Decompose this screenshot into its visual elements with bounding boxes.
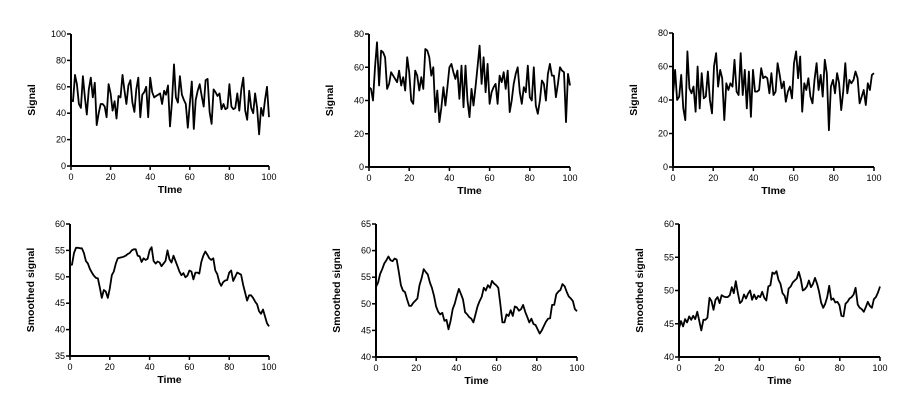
x-tick-label: 0	[670, 173, 675, 183]
x-tick-label: 100	[261, 172, 276, 182]
x-tick-label: 20	[105, 362, 115, 372]
x-tick-label: 20	[411, 363, 421, 373]
x-tick-label: 80	[224, 362, 234, 372]
y-tick-label: 80	[56, 55, 66, 65]
y-tick-label: 45	[55, 298, 65, 308]
x-axis-label: TIme	[158, 184, 183, 196]
series-line	[70, 63, 270, 136]
y-axis-label: Smoothed signal	[25, 248, 37, 333]
series-line	[70, 246, 270, 327]
x-tick-label: 0	[373, 363, 378, 373]
y-tick-label: 60	[361, 246, 371, 256]
chart-panel-3: 0 20 40 60 80 0 20 40 60 80 100 TIme Signal	[628, 28, 882, 197]
y-axis-label: Smoothed signal	[634, 248, 646, 333]
x-tick-label: 40	[145, 362, 155, 372]
y-axis-label: Signal	[26, 84, 38, 116]
y-tick-label: 50	[55, 272, 65, 282]
y-tick-label: 60	[56, 82, 66, 92]
y-tick-label: 40	[56, 108, 66, 118]
y-tick-label: 20	[56, 135, 66, 145]
y-tick-label: 55	[55, 245, 65, 255]
x-tick-label: 60	[492, 363, 502, 373]
y-tick-label: 55	[664, 252, 674, 262]
chart-panel-1: 0 20 40 60 80 100 0 20 40 60 80 100 TIme Signal	[26, 29, 277, 196]
series-line	[672, 50, 875, 132]
x-tick-label: 0	[366, 173, 371, 183]
x-axis-label: Time	[464, 375, 488, 387]
y-tick-label: 65	[361, 219, 371, 229]
x-tick-label: 100	[569, 363, 584, 373]
x-tick-label: 40	[444, 173, 454, 183]
y-tick-label: 60	[664, 219, 674, 229]
y-tick-label: 60	[354, 62, 364, 72]
x-axis-label: TIme	[457, 185, 482, 197]
x-tick-label: 0	[676, 363, 681, 373]
x-tick-label: 60	[184, 362, 194, 372]
y-tick-label: 20	[354, 129, 364, 139]
x-tick-label: 0	[67, 362, 72, 372]
y-tick-label: 55	[361, 272, 371, 282]
y-tick-label: 45	[361, 325, 371, 335]
y-tick-label: 40	[354, 96, 364, 106]
y-axis-label: Smoothed signal	[331, 248, 343, 333]
y-tick-label: 0	[663, 162, 668, 172]
y-tick-label: 40	[361, 352, 371, 362]
x-axis-label: Time	[157, 374, 181, 386]
x-tick-label: 40	[748, 173, 758, 183]
x-tick-label: 60	[789, 173, 799, 183]
x-tick-label: 100	[866, 173, 881, 183]
y-tick-label: 80	[354, 29, 364, 39]
y-tick-label: 20	[658, 129, 668, 139]
y-tick-label: 45	[664, 319, 674, 329]
chart-panel-5: 40 45 50 55 60 65 0 20 40 60 80 100 Time Smoothed sig…	[331, 219, 585, 387]
x-tick-label: 0	[68, 172, 73, 182]
x-tick-label: 20	[404, 173, 414, 183]
x-tick-label: 40	[451, 363, 461, 373]
x-axis-label: Time	[767, 375, 791, 387]
x-tick-label: 20	[708, 173, 718, 183]
y-tick-label: 35	[55, 351, 65, 361]
x-tick-label: 60	[185, 172, 195, 182]
chart-panel-4: 35 40 45 50 55 60 0 20 40 60 80 100 Time Smoothed sig…	[25, 219, 277, 386]
y-tick-label: 0	[359, 162, 364, 172]
y-tick-label: 60	[55, 219, 65, 229]
series-line	[375, 255, 578, 335]
y-tick-label: 40	[658, 95, 668, 105]
x-tick-label: 100	[872, 363, 887, 373]
series-line	[368, 41, 571, 123]
x-axis-label: TIme	[761, 185, 786, 197]
y-axis-label: Signal	[324, 85, 336, 117]
x-tick-label: 80	[224, 172, 234, 182]
y-tick-label: 50	[664, 286, 674, 296]
x-tick-label: 80	[525, 173, 535, 183]
x-tick-label: 40	[754, 363, 764, 373]
y-tick-label: 100	[51, 29, 66, 39]
chart-panel-6: 40 45 50 55 60 0 20 40 60 80 100 Time Smoothed signa…	[634, 219, 888, 387]
y-tick-label: 40	[55, 325, 65, 335]
chart-panel-2: 0 20 40 60 80 0 20 40 60 80 100 TIme Signal	[324, 29, 578, 197]
y-tick-label: 50	[361, 299, 371, 309]
y-tick-label: 60	[658, 62, 668, 72]
x-tick-label: 40	[145, 172, 155, 182]
x-tick-label: 80	[829, 173, 839, 183]
x-tick-label: 80	[532, 363, 542, 373]
y-tick-label: 80	[658, 28, 668, 38]
x-tick-label: 20	[714, 363, 724, 373]
y-tick-label: 40	[664, 352, 674, 362]
x-tick-label: 60	[485, 173, 495, 183]
x-tick-label: 80	[835, 363, 845, 373]
x-tick-label: 100	[562, 173, 577, 183]
y-axis-label: Signal	[628, 84, 640, 116]
series-line	[678, 270, 881, 332]
y-tick-label: 0	[61, 161, 66, 171]
x-tick-label: 60	[795, 363, 805, 373]
x-tick-label: 100	[261, 362, 276, 372]
x-tick-label: 20	[106, 172, 116, 182]
